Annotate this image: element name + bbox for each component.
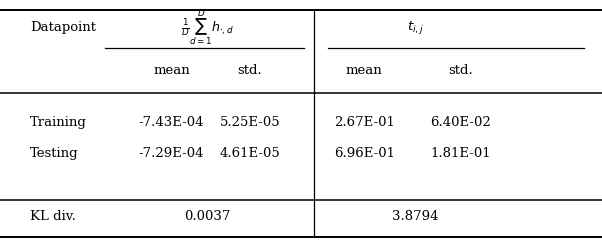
- Text: 0.0037: 0.0037: [184, 210, 231, 223]
- Text: 5.25E-05: 5.25E-05: [220, 116, 280, 129]
- Text: 1.81E-01: 1.81E-01: [430, 147, 491, 160]
- Text: 3.8794: 3.8794: [392, 210, 439, 223]
- Text: 2.67E-01: 2.67E-01: [334, 116, 395, 129]
- Text: Testing: Testing: [30, 147, 79, 160]
- Text: -7.43E-04: -7.43E-04: [139, 116, 204, 129]
- Text: std.: std.: [237, 64, 262, 77]
- Text: KL div.: KL div.: [30, 210, 76, 223]
- Text: mean: mean: [153, 64, 190, 77]
- Text: Training: Training: [30, 116, 87, 129]
- Text: 6.96E-01: 6.96E-01: [334, 147, 395, 160]
- Text: mean: mean: [346, 64, 383, 77]
- Text: $\frac{1}{D}\sum_{d=1}^{D} h_{\cdot,d}$: $\frac{1}{D}\sum_{d=1}^{D} h_{\cdot,d}$: [181, 8, 234, 48]
- Text: 6.40E-02: 6.40E-02: [430, 116, 491, 129]
- Text: std.: std.: [448, 64, 473, 77]
- Text: -7.29E-04: -7.29E-04: [139, 147, 204, 160]
- Text: 4.61E-05: 4.61E-05: [220, 147, 280, 160]
- Text: $t_{i,j}$: $t_{i,j}$: [407, 19, 424, 36]
- Text: Datapoint: Datapoint: [30, 21, 96, 34]
